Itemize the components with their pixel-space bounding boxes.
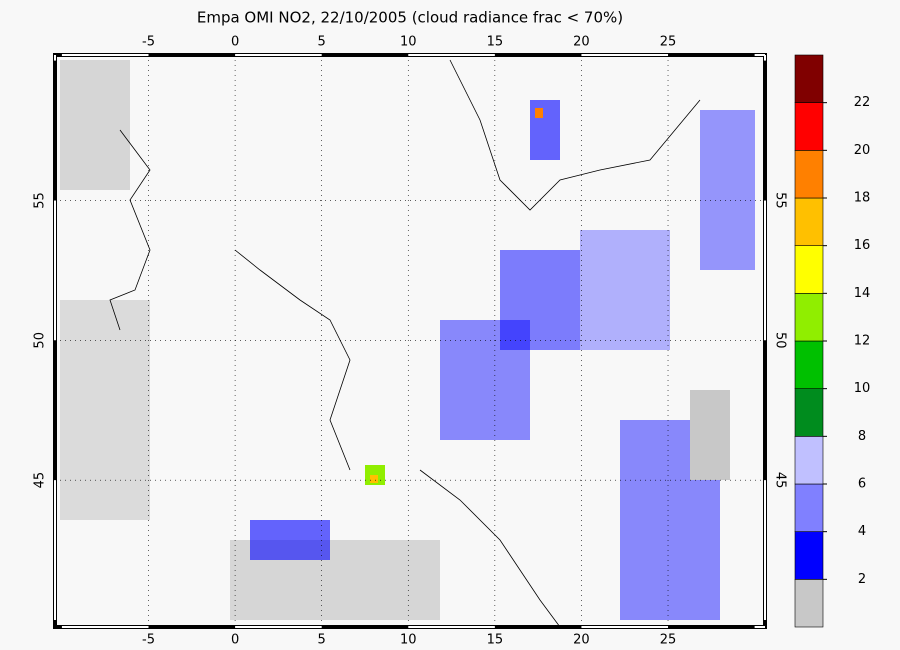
colorbar-bin (794, 388, 824, 437)
patch (60, 300, 150, 520)
colorbar-bin (794, 245, 824, 294)
lon-tick-label: 25 (660, 35, 677, 50)
colorbar-bin (794, 54, 824, 103)
colorbar-bin (794, 102, 824, 151)
lat-tick-label: 55 (33, 192, 48, 209)
lon-tick-label: 20 (573, 633, 590, 648)
colorbar-label: 14 (854, 286, 871, 301)
colorbar-bin (794, 579, 824, 628)
lat-tick-label: 45 (33, 472, 48, 489)
lon-tick-label: -5 (142, 633, 155, 648)
colorbar-label: 22 (854, 95, 871, 110)
lat-tick-label: 50 (773, 332, 788, 349)
patch (690, 390, 730, 480)
colorbar-bin (794, 340, 824, 389)
patch (700, 110, 755, 270)
lon-tick-label: 5 (318, 633, 326, 648)
lon-tick-label: 20 (573, 35, 590, 50)
lon-tick-label: 10 (400, 35, 417, 50)
lon-tick-label: 10 (400, 633, 417, 648)
patch (250, 520, 330, 560)
lat-tick-label: 45 (773, 472, 788, 489)
lon-tick-label: 15 (487, 35, 504, 50)
coastline (234, 249, 351, 471)
colorbar-bin (794, 293, 824, 342)
colorbar-label: 8 (858, 429, 866, 444)
lat-tick-label: 50 (33, 332, 48, 349)
patch (370, 475, 378, 483)
colorbar-label: 20 (854, 143, 871, 158)
colorbar-label: 12 (854, 334, 871, 349)
lon-tick-label: 0 (231, 35, 239, 50)
lat-tick-label: 55 (773, 192, 788, 209)
no2-patches (60, 59, 755, 628)
colorbar-label: 4 (858, 524, 866, 539)
colorbar-label: 16 (854, 238, 871, 253)
lon-tick-label: -5 (142, 35, 155, 50)
coastline (419, 469, 561, 628)
colorbar-bin (794, 150, 824, 199)
patch (535, 108, 543, 118)
patch (580, 230, 670, 350)
colorbar-label: 2 (858, 572, 866, 587)
colorbar-bin (794, 197, 824, 246)
colorbar-label: 6 (858, 477, 866, 492)
lon-tick-label: 25 (660, 633, 677, 648)
lon-tick-label: 0 (231, 633, 239, 648)
patch (60, 60, 130, 190)
coastline (109, 129, 151, 331)
colorbar-bin (794, 531, 824, 580)
colorbar-label: 18 (854, 191, 871, 206)
lon-tick-label: 15 (487, 633, 504, 648)
map-title: Empa OMI NO2, 22/10/2005 (cloud radiance… (197, 9, 623, 27)
coastline (449, 59, 701, 211)
colorbar-bin (794, 483, 824, 532)
colorbar-label: 10 (854, 381, 871, 396)
patch (500, 250, 580, 350)
patch (440, 320, 530, 440)
patch (530, 100, 560, 160)
lon-tick-label: 5 (318, 35, 326, 50)
colorbar-bin (794, 436, 824, 485)
